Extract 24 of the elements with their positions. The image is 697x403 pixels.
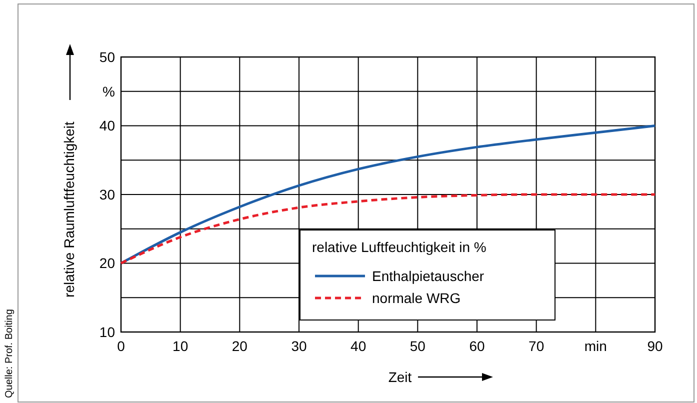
line-series xyxy=(120,124,656,264)
x-tick-label: 0 xyxy=(117,338,126,354)
x-tick-label: 90 xyxy=(647,338,663,354)
y-tick-label: % xyxy=(102,83,115,100)
x-tick-label: 20 xyxy=(232,338,248,354)
y-tick-label: 40 xyxy=(99,118,116,134)
y-tick-label: 20 xyxy=(99,255,116,272)
x-tick-label: 60 xyxy=(469,338,485,354)
x-tick-label: 50 xyxy=(410,338,426,354)
line-series xyxy=(120,193,656,264)
y-tick-label: 30 xyxy=(99,186,116,202)
legend-label: normale WRG xyxy=(372,290,461,306)
y-tick-label: 50 xyxy=(99,48,116,65)
source-note: Quelle: Prof. Boiting xyxy=(4,309,15,398)
x-tick-label: 40 xyxy=(350,338,366,354)
x-tick-label: 10 xyxy=(172,338,188,354)
x-tick-label: min xyxy=(584,338,607,354)
x-axis-title: Zeit xyxy=(388,369,412,385)
x-tick-label: 70 xyxy=(528,338,544,354)
legend-title: relative Luftfeuchtigkeit in % xyxy=(312,239,486,255)
y-axis-title: relative Raumluftfeuchtigkeit xyxy=(61,121,77,298)
y-tick-label: 10 xyxy=(99,324,116,340)
legend-label: Enthalpietauscher xyxy=(372,268,484,284)
x-tick-label: 30 xyxy=(291,338,307,354)
